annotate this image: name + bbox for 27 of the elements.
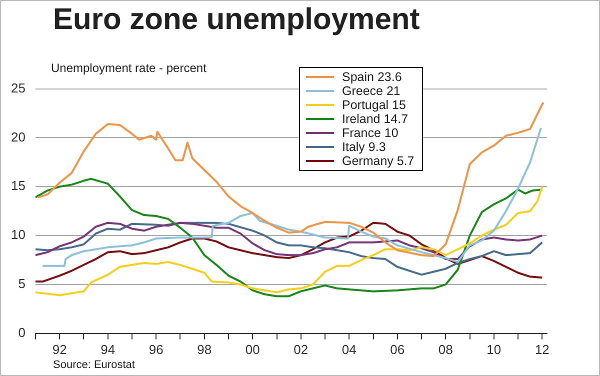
source-note: Source: Eurostat bbox=[53, 359, 135, 371]
y-tick-label: 20 bbox=[10, 129, 26, 144]
y-axis-title: Unemployment rate - percent bbox=[51, 61, 206, 75]
legend-label: Spain 23.6 bbox=[342, 70, 402, 84]
legend-label: Portugal 15 bbox=[342, 98, 406, 112]
x-tick-label: 10 bbox=[486, 342, 502, 357]
y-tick-label: 25 bbox=[10, 80, 26, 96]
y-tick-label: 10 bbox=[10, 227, 26, 242]
legend-label: Greece 21 bbox=[342, 84, 400, 98]
x-tick-label: 92 bbox=[52, 342, 67, 357]
x-tick-label: 08 bbox=[438, 342, 453, 357]
legend-label: France 10 bbox=[342, 126, 398, 140]
chart-title: Euro zone unemployment bbox=[53, 3, 420, 37]
y-tick-label: 0 bbox=[18, 324, 26, 340]
x-tick-label: 96 bbox=[148, 342, 164, 357]
x-tick-label: 94 bbox=[100, 342, 116, 357]
x-tick-label: 00 bbox=[245, 342, 260, 357]
legend-label: Ireland 14.7 bbox=[342, 112, 408, 126]
x-tick-label: 12 bbox=[534, 342, 550, 357]
x-tick-label: 98 bbox=[197, 342, 212, 357]
legend-label: Italy 9.3 bbox=[342, 140, 386, 154]
legend-label: Germany 5.7 bbox=[342, 154, 414, 168]
x-tick-label: 06 bbox=[390, 342, 405, 357]
y-tick-label: 5 bbox=[18, 276, 26, 292]
x-tick-label: 04 bbox=[342, 342, 356, 357]
y-tick-label: 15 bbox=[10, 178, 26, 194]
x-tick-label: 02 bbox=[294, 342, 308, 357]
